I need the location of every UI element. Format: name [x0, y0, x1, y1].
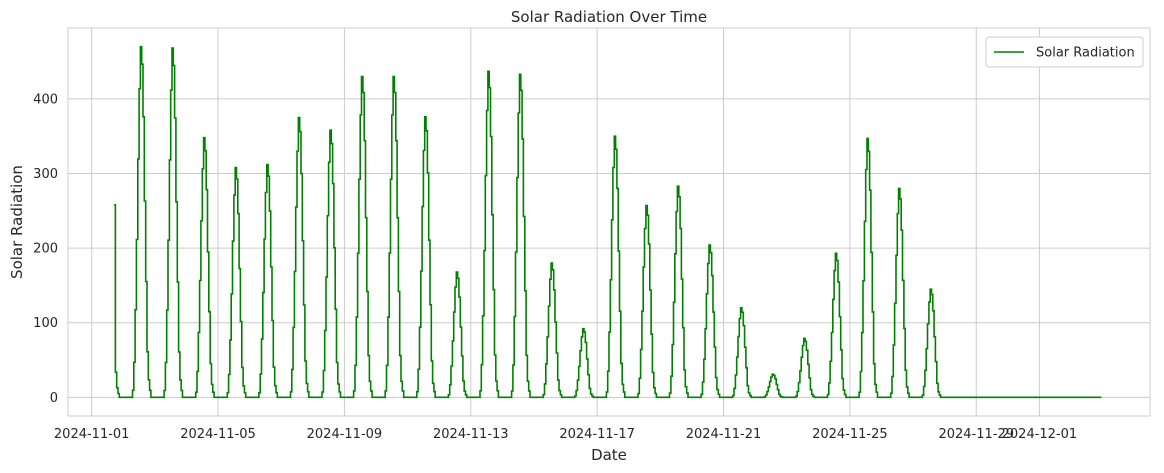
y-tick-label: 300 — [33, 167, 58, 182]
x-tick-label: 2024-11-01 — [54, 427, 130, 442]
legend-box — [985, 36, 1144, 68]
x-tick-label: 2024-11-25 — [812, 427, 888, 442]
x-gridlines — [91, 28, 1040, 416]
x-tick-label: 2024-11-29 — [938, 427, 1014, 442]
x-tick-label: 2024-11-21 — [686, 427, 762, 442]
series-layer — [114, 45, 1102, 399]
y-tick-label: 0 — [50, 391, 58, 406]
series-line-solar-radiation — [114, 45, 1102, 399]
legend-entry-label: Solar Radiation — [1036, 46, 1135, 61]
x-tick-label: 2024-11-17 — [559, 427, 635, 442]
x-axis-label: Date — [591, 446, 627, 464]
x-tick-label: 2024-11-09 — [307, 427, 383, 442]
y-tick-label: 200 — [33, 242, 58, 257]
y-tick-label: 100 — [33, 316, 58, 331]
x-tick-label: 2024-12-01 — [1002, 427, 1078, 442]
y-tick-label: 400 — [33, 92, 58, 107]
chart-title: Solar Radiation Over Time — [511, 8, 707, 26]
x-tick-label: 2024-11-13 — [433, 427, 509, 442]
plot-frame — [67, 27, 1151, 417]
y-axis-label: Solar Radiation — [8, 165, 26, 279]
y-tick-labels: 0 100 200 300 400 — [33, 92, 58, 405]
legend: Solar Radiation — [985, 36, 1144, 68]
x-tick-labels: 2024-11-01 2024-11-05 2024-11-09 2024-11-13… — [54, 427, 1077, 442]
x-tick-label: 2024-11-05 — [180, 427, 256, 442]
